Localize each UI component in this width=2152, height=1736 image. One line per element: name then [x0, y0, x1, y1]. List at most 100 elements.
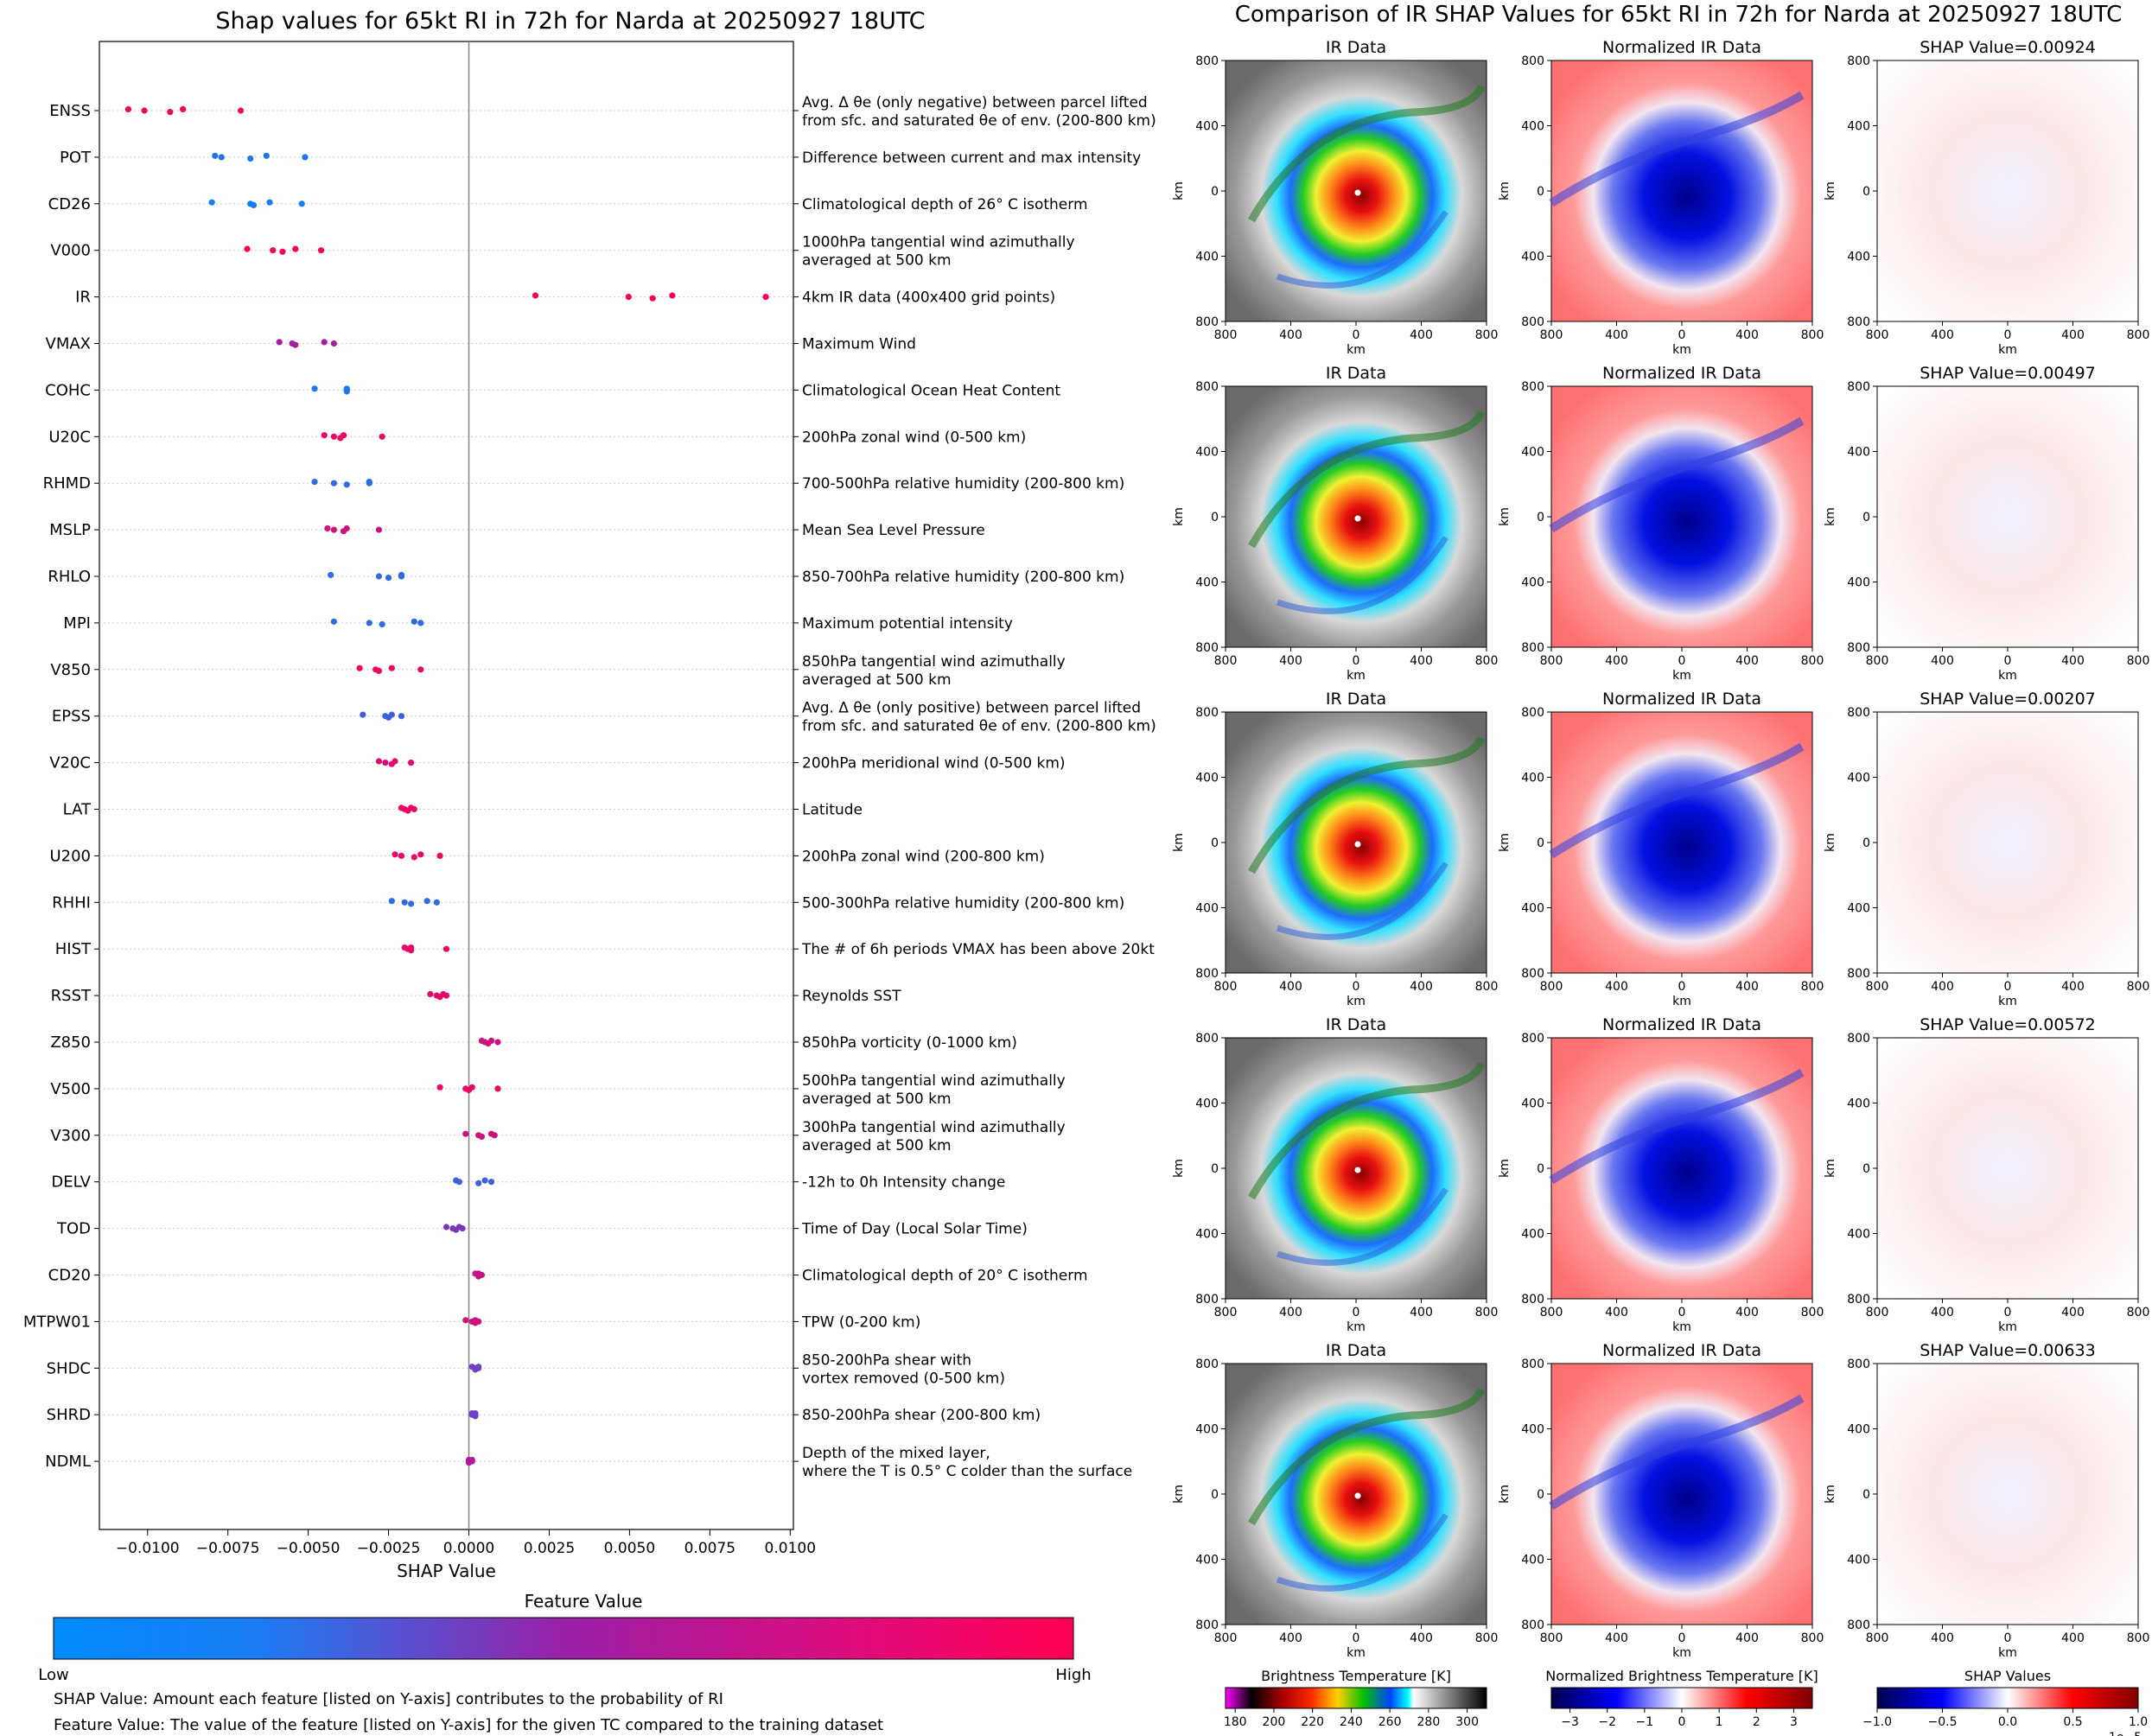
feature-description: where the T is 0.5° C colder than the su…: [802, 1463, 1132, 1480]
feature-description: Reynolds SST: [802, 988, 901, 1005]
x-tick-label: 0: [1353, 1306, 1360, 1319]
x-axis-label: km: [1347, 1320, 1366, 1334]
feature-description: 200hPa zonal wind (0-500 km): [802, 429, 1026, 446]
feature-description: TPW (0-200 km): [801, 1313, 920, 1331]
shap-point: [279, 248, 286, 255]
x-tick-label: 400: [1410, 654, 1433, 668]
colorbar-title: Brightness Temperature [K]: [1261, 1668, 1451, 1684]
y-tick-label: 0: [1211, 836, 1219, 850]
shap-point: [141, 107, 148, 114]
x-tick-label: 400: [1410, 980, 1433, 994]
y-tick-label: 800: [1521, 1618, 1544, 1632]
x-axis-label: km: [1672, 995, 1691, 1008]
shap-point: [330, 526, 337, 533]
shap-point: [356, 665, 363, 671]
y-tick-label: 400: [1847, 1554, 1870, 1567]
shap-point: [388, 665, 395, 671]
shap-point: [311, 385, 318, 392]
feature-label: DELV: [51, 1173, 91, 1192]
feature-label: EPSS: [52, 708, 91, 726]
colorbar-tick-label: 2: [1753, 1715, 1760, 1729]
colorbar-low-label: Low: [38, 1666, 68, 1684]
shap-point: [311, 479, 318, 486]
shap-point: [360, 711, 366, 718]
storm-center-marker: [1354, 1492, 1361, 1499]
y-tick-label: 800: [1195, 1358, 1219, 1371]
shap-point: [124, 105, 132, 112]
shap-point: [321, 339, 328, 346]
cloud-band: [1549, 742, 1805, 859]
x-tick-label: 400: [2061, 328, 2085, 342]
x-tick-label: 400: [1279, 1631, 1302, 1645]
x-tick-label: 0: [2004, 328, 2012, 342]
shap-point: [411, 854, 417, 861]
shap-point: [366, 620, 372, 626]
colorbar-tick-label: 300: [1455, 1715, 1479, 1729]
x-tick-label: 0: [1353, 1631, 1360, 1645]
y-tick-label: 0: [1537, 1162, 1544, 1176]
colorbar-tick-label: 260: [1378, 1715, 1402, 1729]
y-tick-label: 400: [1195, 1423, 1219, 1437]
panel-title: SHAP Value=0.00497: [1920, 364, 2096, 383]
cloud-band: [1549, 1394, 1805, 1510]
shap-point: [417, 620, 424, 626]
y-tick-label: 800: [1521, 1358, 1544, 1371]
feature-description: Maximum Wind: [802, 336, 916, 353]
colorbar-tick-label: 180: [1224, 1715, 1247, 1729]
heatmap-panel: [1876, 711, 2139, 974]
x-tick-label: 400: [1410, 328, 1433, 342]
feature-description: 4km IR data (400x400 grid points): [802, 289, 1055, 307]
y-tick-label: 400: [1847, 902, 1870, 916]
shap-point: [392, 758, 398, 765]
x-tick-label: 800: [1866, 980, 1889, 994]
feature-description: 500hPa tangential wind azimuthally: [802, 1072, 1066, 1090]
x-tick-label: 400: [1735, 328, 1759, 342]
shap-point: [324, 525, 331, 532]
shap-point: [388, 711, 395, 718]
y-tick-label: 800: [1195, 1618, 1219, 1632]
shap-point: [494, 1085, 501, 1092]
feature-label: HIST: [55, 940, 92, 958]
y-axis-label: km: [1172, 1159, 1186, 1178]
shap-point: [392, 851, 398, 858]
x-tick-label: 800: [1801, 1631, 1824, 1645]
shap-point: [180, 105, 187, 112]
y-tick-label: 800: [1847, 706, 1870, 720]
y-tick-label: 0: [1862, 511, 1870, 525]
x-tick-label: 800: [1866, 1631, 1889, 1645]
shap-point: [366, 480, 372, 486]
y-tick-label: 0: [1537, 836, 1544, 850]
shap-point: [330, 340, 337, 347]
colorbar-tick-label: 3: [1790, 1715, 1798, 1729]
shap-point: [379, 433, 385, 440]
y-tick-label: 800: [1847, 967, 1870, 981]
x-tick-label: 400: [1279, 654, 1302, 668]
shap-point: [263, 152, 270, 159]
x-tick-label: 0: [1353, 328, 1360, 342]
shap-point: [442, 1224, 450, 1230]
colorbar-high-label: High: [1055, 1666, 1091, 1684]
y-tick-label: 400: [1195, 1097, 1219, 1111]
shap-point: [442, 945, 450, 952]
feature-description: Avg. Δ θe (only negative) between parcel…: [802, 94, 1148, 111]
feature-label: VMAX: [46, 335, 92, 353]
feature-label: POT: [60, 149, 92, 167]
x-tick-label: 400: [1605, 328, 1628, 342]
shap-point: [266, 199, 273, 206]
shap-point: [382, 760, 389, 766]
y-axis-label: km: [1498, 507, 1512, 526]
y-tick-label: 400: [1195, 446, 1219, 460]
x-tick-label: 800: [1540, 980, 1563, 994]
heatmap-panel: [1550, 385, 1813, 648]
y-tick-label: 400: [1195, 772, 1219, 785]
y-axis-label: km: [1824, 1485, 1837, 1504]
colorbar-title: Normalized Brightness Temperature [K]: [1545, 1668, 1818, 1684]
shap-point: [237, 107, 245, 114]
x-tick-label: −0.0075: [196, 1540, 260, 1557]
colorbar-tick-label: −2: [1598, 1715, 1616, 1729]
y-tick-label: 0: [1211, 1488, 1219, 1502]
cloud-band: [1276, 210, 1448, 289]
feature-label: TOD: [56, 1220, 91, 1238]
y-tick-label: 0: [1862, 1488, 1870, 1502]
y-axis-label: km: [1824, 1159, 1837, 1178]
